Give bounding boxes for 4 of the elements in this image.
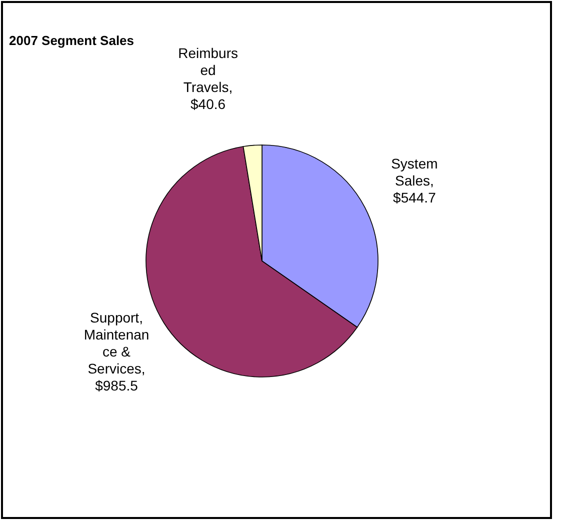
slice-label: Reimbursed Travels, $40.6 xyxy=(178,44,238,112)
slice-label: Support, Maintenance & Services, $985.5 xyxy=(84,309,150,394)
chart-title: 2007 Segment Sales xyxy=(9,33,134,48)
slice-label: System Sales, $544.7 xyxy=(391,155,438,206)
